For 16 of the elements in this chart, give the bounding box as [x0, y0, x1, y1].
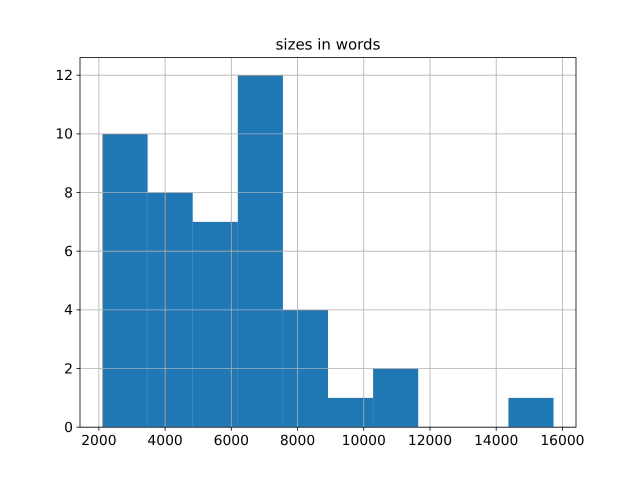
chart-title: sizes in words [276, 36, 381, 54]
y-tick-label: 12 [55, 68, 73, 84]
y-tick-label: 2 [64, 361, 73, 378]
x-tick-label: 10000 [342, 433, 386, 450]
y-tick-label: 8 [64, 185, 73, 202]
x-tick-label: 6000 [214, 433, 249, 450]
x-tick-label: 4000 [147, 433, 183, 450]
y-tick-label: 0 [64, 420, 73, 436]
x-tick-label: 8000 [280, 433, 316, 450]
y-tick-label: 4 [64, 302, 74, 319]
y-tick-label: 10 [55, 126, 73, 143]
y-tick-label: 6 [64, 244, 73, 260]
x-tick-label: 2000 [81, 433, 117, 450]
x-tick-label: 14000 [474, 433, 518, 450]
x-tick-label: 12000 [408, 433, 452, 450]
x-tick-label: 16000 [540, 433, 585, 450]
